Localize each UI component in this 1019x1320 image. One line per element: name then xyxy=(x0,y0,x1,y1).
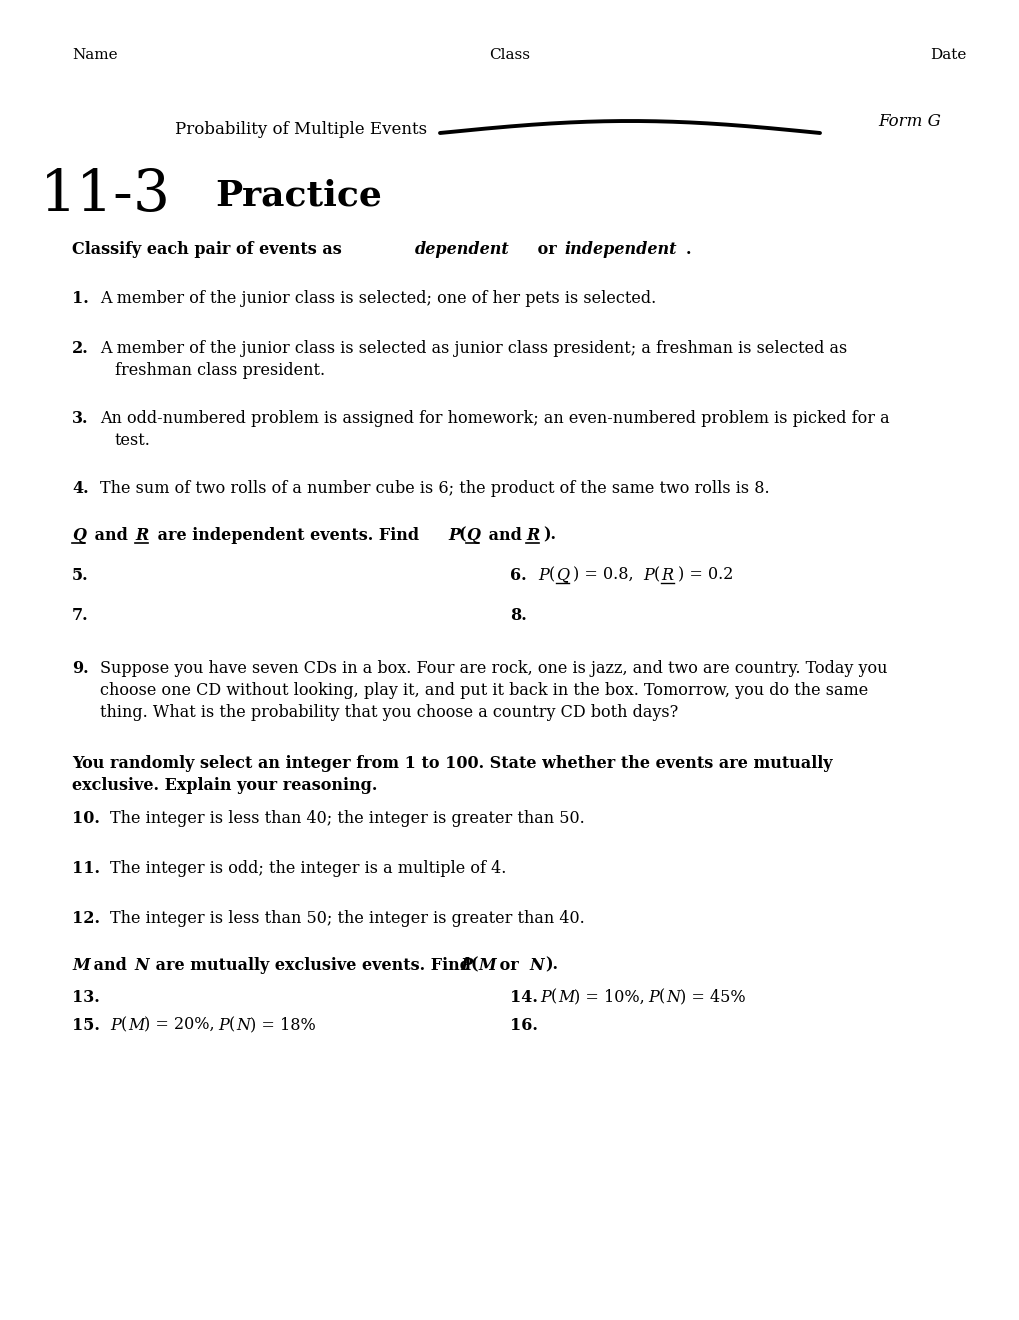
Text: Name: Name xyxy=(72,48,117,62)
Text: P: P xyxy=(537,566,548,583)
Text: 10.: 10. xyxy=(72,810,100,828)
Text: Class: Class xyxy=(489,48,530,62)
Text: Probability of Multiple Events: Probability of Multiple Events xyxy=(175,121,427,139)
Text: 1.: 1. xyxy=(72,290,89,308)
Text: Date: Date xyxy=(929,48,965,62)
Text: Q: Q xyxy=(72,527,86,544)
Text: ) = 0.2: ) = 0.2 xyxy=(678,566,733,583)
Text: Practice: Practice xyxy=(215,178,381,213)
Text: 2.: 2. xyxy=(72,341,89,356)
Text: P: P xyxy=(647,989,658,1006)
Text: (: ( xyxy=(459,527,466,544)
Text: The integer is less than 40; the integer is greater than 50.: The integer is less than 40; the integer… xyxy=(110,810,584,828)
Text: Form G: Form G xyxy=(877,114,941,131)
Text: N: N xyxy=(665,989,680,1006)
Text: or: or xyxy=(532,242,561,259)
Text: 8.: 8. xyxy=(510,606,526,623)
Text: M: M xyxy=(478,957,495,974)
Text: R: R xyxy=(660,566,673,583)
Text: 6.: 6. xyxy=(510,566,526,583)
Text: The integer is odd; the integer is a multiple of 4.: The integer is odd; the integer is a mul… xyxy=(110,861,505,876)
Text: Q: Q xyxy=(466,527,480,544)
Text: Classify each pair of events as: Classify each pair of events as xyxy=(72,242,347,259)
Text: are independent events. Find: are independent events. Find xyxy=(152,527,424,544)
Text: 3.: 3. xyxy=(72,411,89,426)
Text: 5.: 5. xyxy=(72,566,89,583)
Text: A member of the junior class is selected as junior class president; a freshman i: A member of the junior class is selected… xyxy=(100,341,847,356)
Text: 7.: 7. xyxy=(72,606,89,623)
Text: Q: Q xyxy=(555,566,569,583)
Text: The integer is less than 50; the integer is greater than 40.: The integer is less than 50; the integer… xyxy=(110,909,584,927)
Text: and: and xyxy=(483,527,527,544)
Text: M: M xyxy=(72,957,90,974)
Text: thing. What is the probability that you choose a country CD both days?: thing. What is the probability that you … xyxy=(100,704,678,721)
Text: Suppose you have seven CDs in a box. Four are rock, one is jazz, and two are cou: Suppose you have seven CDs in a box. Fou… xyxy=(100,660,887,677)
Text: 16.: 16. xyxy=(510,1016,537,1034)
Text: ) = 0.8,: ) = 0.8, xyxy=(573,566,638,583)
Text: and: and xyxy=(89,527,133,544)
Text: ).: ). xyxy=(542,527,555,544)
Text: 11.: 11. xyxy=(72,861,100,876)
Text: ) = 45%: ) = 45% xyxy=(680,989,745,1006)
Text: 11-3: 11-3 xyxy=(40,168,171,223)
Text: independent: independent xyxy=(564,242,676,259)
Text: 14.: 14. xyxy=(510,989,537,1006)
Text: P: P xyxy=(539,989,550,1006)
Text: are mutually exclusive events. Find: are mutually exclusive events. Find xyxy=(150,957,476,974)
Text: (: ( xyxy=(658,989,664,1006)
Text: ) = 20%,: ) = 20%, xyxy=(144,1016,219,1034)
Text: P: P xyxy=(642,566,653,583)
Text: (: ( xyxy=(550,989,556,1006)
Text: or: or xyxy=(493,957,524,974)
Text: (: ( xyxy=(471,957,478,974)
Text: M: M xyxy=(557,989,574,1006)
Text: 13.: 13. xyxy=(72,989,100,1006)
Text: The sum of two rolls of a number cube is 6; the product of the same two rolls is: The sum of two rolls of a number cube is… xyxy=(100,480,769,498)
Text: ).: ). xyxy=(544,957,557,974)
Text: choose one CD without looking, play it, and put it back in the box. Tomorrow, yo: choose one CD without looking, play it, … xyxy=(100,682,867,700)
Text: P: P xyxy=(447,527,460,544)
Text: P: P xyxy=(218,1016,228,1034)
Text: (: ( xyxy=(548,566,554,583)
Text: (: ( xyxy=(653,566,659,583)
Text: and: and xyxy=(88,957,132,974)
Text: dependent: dependent xyxy=(415,242,510,259)
Text: 12.: 12. xyxy=(72,909,100,927)
Text: freshman class president.: freshman class president. xyxy=(115,362,325,379)
Text: (: ( xyxy=(121,1016,127,1034)
Text: A member of the junior class is selected; one of her pets is selected.: A member of the junior class is selected… xyxy=(100,290,655,308)
Text: P: P xyxy=(110,1016,120,1034)
Text: 15.: 15. xyxy=(72,1016,100,1034)
Text: An odd-numbered problem is assigned for homework; an even-numbered problem is pi: An odd-numbered problem is assigned for … xyxy=(100,411,889,426)
Text: R: R xyxy=(135,527,148,544)
Text: M: M xyxy=(127,1016,145,1034)
Text: (: ( xyxy=(229,1016,235,1034)
Text: .: . xyxy=(686,242,691,259)
Text: test.: test. xyxy=(115,432,151,449)
Text: R: R xyxy=(526,527,539,544)
Text: N: N xyxy=(529,957,543,974)
Text: N: N xyxy=(235,1016,250,1034)
Text: N: N xyxy=(133,957,149,974)
Text: P: P xyxy=(460,957,472,974)
Text: ) = 10%,: ) = 10%, xyxy=(574,989,649,1006)
Text: exclusive. Explain your reasoning.: exclusive. Explain your reasoning. xyxy=(72,777,377,795)
Text: 4.: 4. xyxy=(72,480,89,498)
Text: You randomly select an integer from 1 to 100. State whether the events are mutua: You randomly select an integer from 1 to… xyxy=(72,755,832,772)
Text: 9.: 9. xyxy=(72,660,89,677)
Text: ) = 18%: ) = 18% xyxy=(250,1016,316,1034)
